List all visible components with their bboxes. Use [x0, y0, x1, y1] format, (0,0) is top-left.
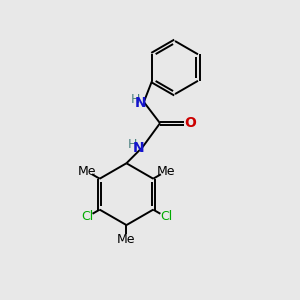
Text: H: H: [130, 93, 140, 106]
Text: N: N: [133, 141, 145, 154]
Text: Me: Me: [78, 165, 96, 178]
Text: N: N: [135, 96, 147, 110]
Text: Me: Me: [157, 165, 175, 178]
Text: H: H: [128, 138, 137, 151]
Text: Cl: Cl: [160, 211, 172, 224]
Text: Cl: Cl: [81, 211, 93, 224]
Text: Me: Me: [117, 233, 136, 246]
Text: O: O: [185, 116, 197, 130]
